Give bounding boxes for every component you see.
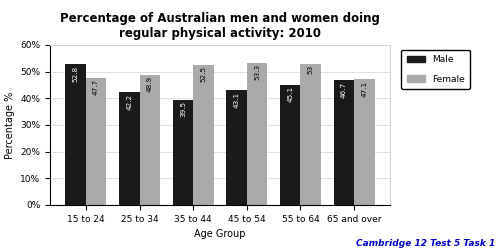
Bar bbox=[66, 64, 86, 205]
Text: 53.3: 53.3 bbox=[254, 64, 260, 80]
Bar bbox=[247, 63, 267, 205]
Text: 53: 53 bbox=[308, 65, 314, 74]
Text: 52.5: 52.5 bbox=[200, 66, 206, 82]
Title: Percentage of Australian men and women doing
regular physical activity: 2010: Percentage of Australian men and women d… bbox=[60, 12, 380, 40]
Text: 45.1: 45.1 bbox=[288, 86, 294, 102]
Text: 47.7: 47.7 bbox=[93, 79, 99, 95]
Text: 48.9: 48.9 bbox=[146, 76, 152, 92]
Text: 39.5: 39.5 bbox=[180, 101, 186, 117]
Bar bbox=[86, 78, 106, 205]
Text: 46.7: 46.7 bbox=[341, 82, 347, 98]
Text: Cambridge 12 Test 5 Task 1: Cambridge 12 Test 5 Task 1 bbox=[356, 238, 495, 248]
Bar bbox=[300, 64, 321, 205]
Text: 43.1: 43.1 bbox=[234, 92, 239, 108]
Text: 42.2: 42.2 bbox=[126, 94, 132, 110]
Bar bbox=[193, 65, 214, 205]
Bar bbox=[119, 92, 140, 205]
Bar bbox=[173, 100, 193, 205]
Bar bbox=[226, 90, 247, 205]
Bar bbox=[354, 80, 374, 205]
Bar bbox=[334, 80, 354, 205]
Legend: Male, Female: Male, Female bbox=[402, 50, 470, 89]
X-axis label: Age Group: Age Group bbox=[194, 229, 246, 239]
Text: 52.8: 52.8 bbox=[72, 66, 78, 82]
Bar bbox=[280, 85, 300, 205]
Y-axis label: Percentage %: Percentage % bbox=[4, 91, 15, 158]
Bar bbox=[140, 74, 160, 205]
Text: 47.1: 47.1 bbox=[362, 81, 368, 97]
